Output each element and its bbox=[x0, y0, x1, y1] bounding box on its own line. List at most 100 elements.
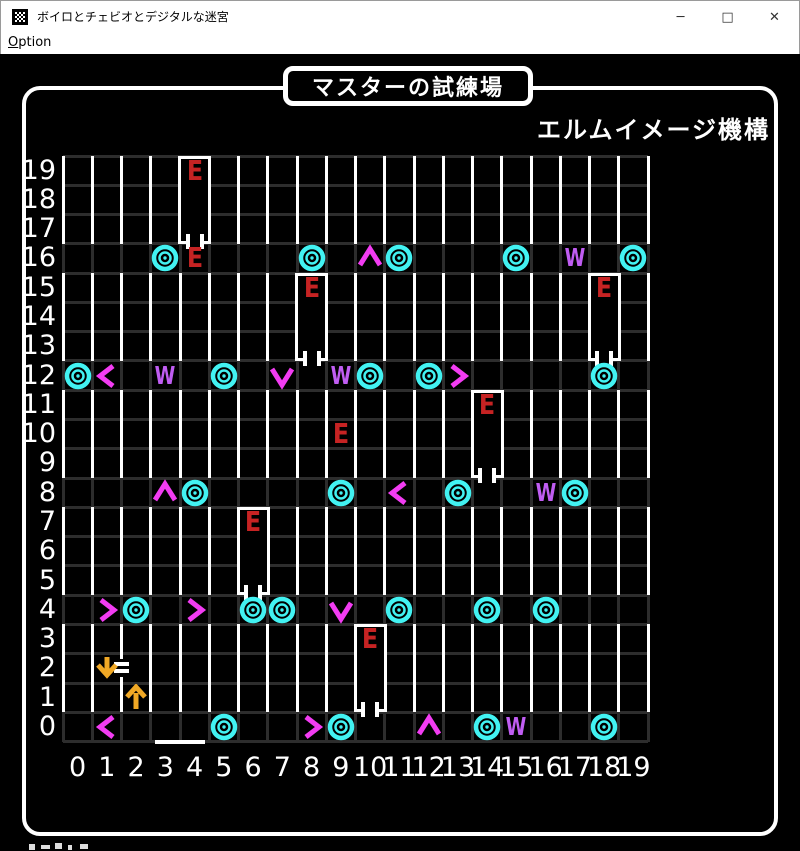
row-label: 5 bbox=[38, 564, 56, 596]
target-circle bbox=[209, 712, 239, 742]
maze-wall bbox=[471, 273, 474, 361]
row-label: 2 bbox=[38, 652, 56, 684]
maze-wall bbox=[178, 273, 182, 361]
maze-wall bbox=[354, 390, 357, 479]
maze-wall bbox=[558, 390, 562, 479]
maze-wall bbox=[61, 624, 65, 713]
target-circle bbox=[238, 595, 268, 625]
maze-wall bbox=[441, 390, 445, 479]
target-circle bbox=[618, 243, 648, 273]
menu-option[interactable]: Option bbox=[8, 35, 52, 50]
maze-wall bbox=[500, 507, 504, 596]
door-tick bbox=[199, 233, 204, 249]
close-button[interactable]: ✕ bbox=[769, 10, 780, 25]
warp-mark: W bbox=[155, 360, 176, 390]
door-tick bbox=[361, 702, 366, 718]
maze-wall bbox=[61, 507, 65, 596]
target-circle bbox=[384, 595, 414, 625]
target-circle bbox=[501, 243, 531, 273]
target-circle bbox=[560, 478, 590, 508]
maze-wall bbox=[61, 156, 65, 244]
maze-wall bbox=[90, 624, 94, 713]
arrow-right-icon bbox=[181, 596, 209, 624]
maze-wall bbox=[617, 156, 621, 244]
maze-wall bbox=[529, 507, 533, 596]
maze-wall bbox=[412, 390, 416, 479]
col-label: 17 bbox=[557, 752, 593, 783]
target-circle bbox=[180, 478, 210, 508]
maze-wall bbox=[354, 507, 357, 596]
maze-wall bbox=[500, 156, 504, 244]
row-label: 17 bbox=[21, 213, 56, 245]
maze-wall bbox=[471, 156, 474, 244]
maze-wall bbox=[324, 156, 328, 244]
col-label: 3 bbox=[156, 752, 174, 783]
enemy-mark: E bbox=[332, 417, 350, 451]
col-label: 13 bbox=[440, 752, 476, 783]
row-label: 14 bbox=[21, 301, 56, 333]
col-label: 0 bbox=[69, 752, 87, 783]
enemy-box bbox=[353, 624, 387, 713]
maze-wall bbox=[207, 273, 211, 361]
col-label: 11 bbox=[382, 752, 417, 783]
enemy-box bbox=[587, 273, 621, 361]
row-label: 3 bbox=[38, 623, 56, 655]
maze-wall bbox=[324, 390, 328, 479]
maze-wall bbox=[149, 507, 153, 596]
maze-wall bbox=[237, 156, 240, 244]
maze-wall bbox=[617, 624, 621, 713]
col-label: 2 bbox=[127, 752, 145, 783]
maze-wall bbox=[558, 507, 562, 596]
maze-wall bbox=[558, 624, 562, 713]
maze-wall bbox=[90, 156, 94, 244]
maze-wall bbox=[90, 273, 94, 361]
maze-wall bbox=[500, 273, 504, 361]
enemy-mark: E bbox=[303, 270, 320, 304]
exit-gap bbox=[154, 739, 206, 744]
target-circle bbox=[472, 712, 502, 742]
arrow-left-icon bbox=[93, 362, 121, 390]
row-label: 1 bbox=[38, 681, 56, 713]
enemy-mark: E bbox=[361, 622, 379, 656]
col-label: 4 bbox=[186, 752, 204, 783]
maze-wall bbox=[500, 624, 504, 713]
maze-wall bbox=[120, 507, 123, 596]
maximize-button[interactable]: □ bbox=[721, 10, 734, 25]
maze-wall bbox=[412, 624, 416, 713]
enemy-mark: E bbox=[186, 153, 203, 187]
col-label: 18 bbox=[586, 752, 622, 783]
maze-wall bbox=[441, 507, 445, 596]
maze-wall bbox=[120, 156, 123, 244]
maze-wall bbox=[383, 156, 387, 244]
col-label: 12 bbox=[411, 752, 446, 783]
target-circle bbox=[209, 361, 239, 391]
maze-wall bbox=[471, 624, 474, 713]
maze-wall bbox=[120, 390, 123, 479]
maze-wall bbox=[441, 156, 445, 244]
minimize-button[interactable]: ─ bbox=[676, 10, 685, 25]
target-circle bbox=[589, 361, 619, 391]
door-tick bbox=[609, 350, 614, 366]
door-gap bbox=[365, 709, 376, 716]
door-tick bbox=[244, 585, 249, 601]
maze-wall bbox=[295, 390, 299, 479]
maze-wall bbox=[149, 273, 153, 361]
col-label: 9 bbox=[332, 752, 350, 783]
door-tick bbox=[478, 468, 483, 484]
game-client bbox=[0, 54, 800, 851]
stage-credit: エルムイメージ機構 bbox=[536, 116, 770, 144]
maze-wall bbox=[383, 273, 387, 361]
arrow-down-icon bbox=[327, 596, 355, 624]
door-tick bbox=[302, 350, 307, 366]
door-gap bbox=[482, 475, 493, 482]
taskbar-fragment bbox=[29, 844, 35, 850]
maze-wall bbox=[588, 390, 591, 479]
target-circle bbox=[443, 478, 473, 508]
maze-wall bbox=[266, 273, 270, 361]
target-circle bbox=[121, 595, 151, 625]
row-label: 13 bbox=[21, 330, 56, 362]
maze-wall bbox=[441, 273, 445, 361]
arrow-right-icon bbox=[93, 596, 121, 624]
window-title: ボイロとチェビオとデジタルな迷宮 bbox=[37, 10, 229, 24]
